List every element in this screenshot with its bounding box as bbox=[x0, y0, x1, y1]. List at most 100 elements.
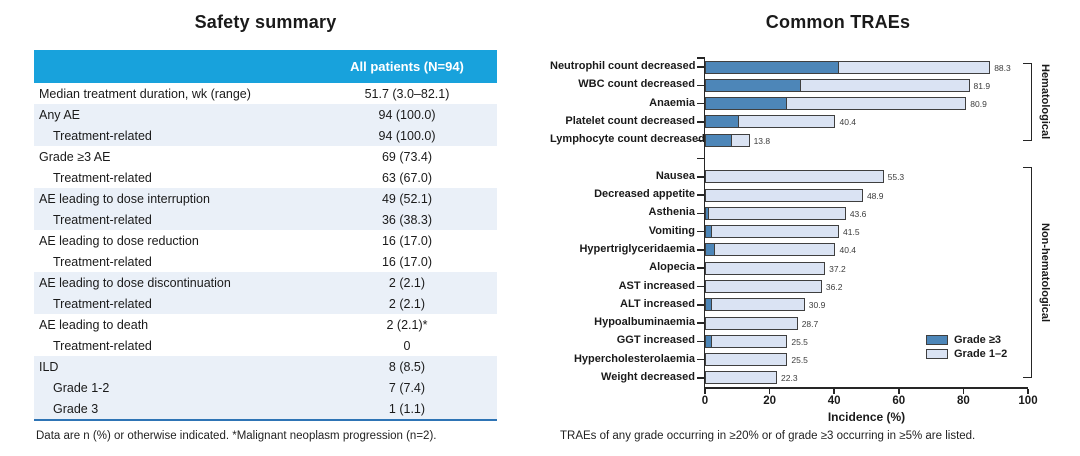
legend-label: Grade ≥3 bbox=[954, 334, 1002, 346]
bar-value-label: 30.9 bbox=[808, 300, 826, 311]
bar-value-label: 55.3 bbox=[887, 172, 905, 183]
legend-label: Grade 1–2 bbox=[954, 348, 1008, 360]
x-axis-tick bbox=[1027, 388, 1029, 394]
table-row: Treatment-related 2 (2.1) bbox=[34, 293, 497, 314]
table-row-label: AE leading to death bbox=[39, 317, 149, 332]
x-axis-tick-label: 40 bbox=[827, 395, 841, 408]
y-axis-tick bbox=[697, 212, 705, 215]
bar-value-label: 80.9 bbox=[970, 99, 987, 110]
table-row-label: Treatment-related bbox=[53, 254, 152, 269]
x-axis-tick-label: 80 bbox=[956, 395, 970, 408]
grade3-bar-segment bbox=[705, 243, 716, 257]
bar-value-label: 40.4 bbox=[839, 117, 857, 128]
bar-value-label: 28.7 bbox=[801, 318, 819, 329]
bar-category-label: Hypertriglyceridaemia bbox=[579, 242, 695, 255]
group-bracket bbox=[1023, 167, 1032, 378]
table-row-label: Any AE bbox=[39, 107, 80, 122]
bar-value-label: 13.8 bbox=[753, 135, 771, 146]
grade3-bar-segment bbox=[705, 60, 840, 74]
grade3-bar-segment bbox=[705, 78, 802, 92]
y-axis-tick bbox=[697, 377, 705, 379]
x-axis-title: Incidence (%) bbox=[827, 410, 906, 425]
table-row-value: 49 (52.1) bbox=[381, 191, 433, 206]
bar-category-label: AST increased bbox=[618, 279, 695, 292]
bar-category-label: Decreased appetite bbox=[594, 188, 695, 201]
grade12-bar-segment bbox=[705, 243, 836, 257]
safety-summary-title: Safety summary bbox=[194, 12, 337, 32]
x-axis-tick-label: 0 bbox=[701, 395, 709, 408]
table-footnote: Data are n (%) or otherwise indicated. *… bbox=[36, 430, 437, 442]
x-axis-tick bbox=[833, 388, 835, 394]
chart-legend: Grade ≥3 Grade 1–2 bbox=[926, 333, 1007, 361]
bar-category-label: ALT increased bbox=[620, 297, 695, 310]
table-row-value: 16 (17.0) bbox=[381, 254, 433, 269]
table-row-value: 36 (38.3) bbox=[381, 212, 433, 227]
y-axis-tick bbox=[697, 57, 705, 59]
table-row: Treatment-related 94 (100.0) bbox=[34, 125, 497, 146]
grade3-bar-segment bbox=[705, 298, 712, 312]
grade12-bar-segment bbox=[705, 170, 884, 184]
table-row: ILD 8 (8.5) bbox=[34, 356, 497, 377]
safety-summary-table: All patients (N=94) Median treatment dur… bbox=[34, 50, 497, 421]
table-row-value: 94 (100.0) bbox=[378, 128, 436, 143]
table-row-value: 0 bbox=[403, 338, 411, 353]
grade12-bar-segment bbox=[705, 353, 788, 367]
table-row-label: Grade ≥3 AE bbox=[39, 149, 111, 164]
table-header-row: All patients (N=94) bbox=[34, 50, 497, 83]
table-row: Treatment-related 63 (67.0) bbox=[34, 167, 497, 188]
table-row-label: Treatment-related bbox=[53, 296, 152, 311]
x-axis-tick bbox=[768, 388, 771, 394]
common-traes-title: Common TRAEs bbox=[765, 12, 911, 32]
table-row-value: 2 (2.1) bbox=[388, 275, 426, 290]
bar-category-label: Asthenia bbox=[648, 206, 695, 219]
y-axis-tick bbox=[697, 230, 705, 233]
y-axis-tick bbox=[697, 358, 705, 361]
y-axis-tick bbox=[697, 322, 705, 324]
safety-table-rows: Median treatment duration, wk (range) 51.… bbox=[34, 83, 497, 419]
bar-category-label: Anaemia bbox=[649, 96, 695, 109]
table-row-label: Grade 1-2 bbox=[53, 380, 110, 395]
table-row-value: 94 (100.0) bbox=[378, 107, 436, 122]
table-row-value: 7 (7.4) bbox=[388, 380, 426, 395]
bar-value-label: 36.2 bbox=[825, 282, 843, 292]
table-row: Treatment-related 36 (38.3) bbox=[34, 209, 497, 230]
bar-value-label: 22.3 bbox=[781, 373, 798, 384]
bar-value-label: 48.9 bbox=[866, 190, 884, 201]
grade12-bar-segment bbox=[705, 261, 826, 275]
bar-category-label: Alopecia bbox=[649, 261, 695, 274]
safety-summary-panel: Safety summary All patients (N=94) Media… bbox=[34, 12, 497, 442]
y-axis-tick bbox=[697, 66, 705, 68]
y-axis-tick bbox=[697, 267, 705, 269]
group-bracket-label: Hematological bbox=[1039, 64, 1051, 140]
table-row: AE leading to death 2 (2.1)* bbox=[34, 314, 497, 335]
common-traes-panel: Common TRAEs Neutrophil count decreased 8… bbox=[540, 0, 1080, 456]
table-row-value: 8 (8.5) bbox=[388, 359, 426, 374]
grade3-bar-segment bbox=[705, 115, 740, 129]
x-axis-tick bbox=[704, 388, 706, 394]
y-axis-tick bbox=[697, 340, 705, 343]
chart-footnote: TRAEs of any grade occurring in ≥20% or … bbox=[560, 430, 976, 442]
bar-value-label: 25.5 bbox=[791, 355, 808, 366]
grade12-bar-segment bbox=[705, 371, 778, 385]
bar-category-label: Hypoalbuminaemia bbox=[594, 316, 695, 329]
y-axis-tick bbox=[697, 157, 705, 160]
grade12-bar-segment bbox=[705, 225, 840, 239]
y-axis-tick bbox=[697, 84, 705, 87]
grade12-bar-segment bbox=[705, 316, 798, 330]
grade12-bar-segment bbox=[705, 280, 822, 293]
grade3-bar-segment bbox=[705, 334, 712, 348]
bar-category-label: Platelet count decreased bbox=[565, 114, 695, 127]
bar-category-label: Lymphocyte count decreased bbox=[550, 133, 705, 146]
x-axis-tick bbox=[962, 388, 965, 394]
grade12-bar-segment bbox=[705, 334, 788, 348]
table-row-value: 16 (17.0) bbox=[381, 233, 433, 248]
x-axis-tick-label: 60 bbox=[892, 395, 906, 408]
table-bottom-rule bbox=[34, 419, 497, 421]
bar-category-label: Hypercholesterolaemia bbox=[573, 352, 695, 365]
table-row-label: AE leading to dose reduction bbox=[39, 233, 199, 248]
table-header-empty-cell bbox=[34, 50, 317, 83]
grade3-bar-segment bbox=[705, 225, 712, 239]
bar-category-label: Nausea bbox=[655, 169, 695, 182]
x-axis-tick-label: 20 bbox=[763, 395, 776, 408]
grade3-bar-segment bbox=[705, 133, 733, 147]
